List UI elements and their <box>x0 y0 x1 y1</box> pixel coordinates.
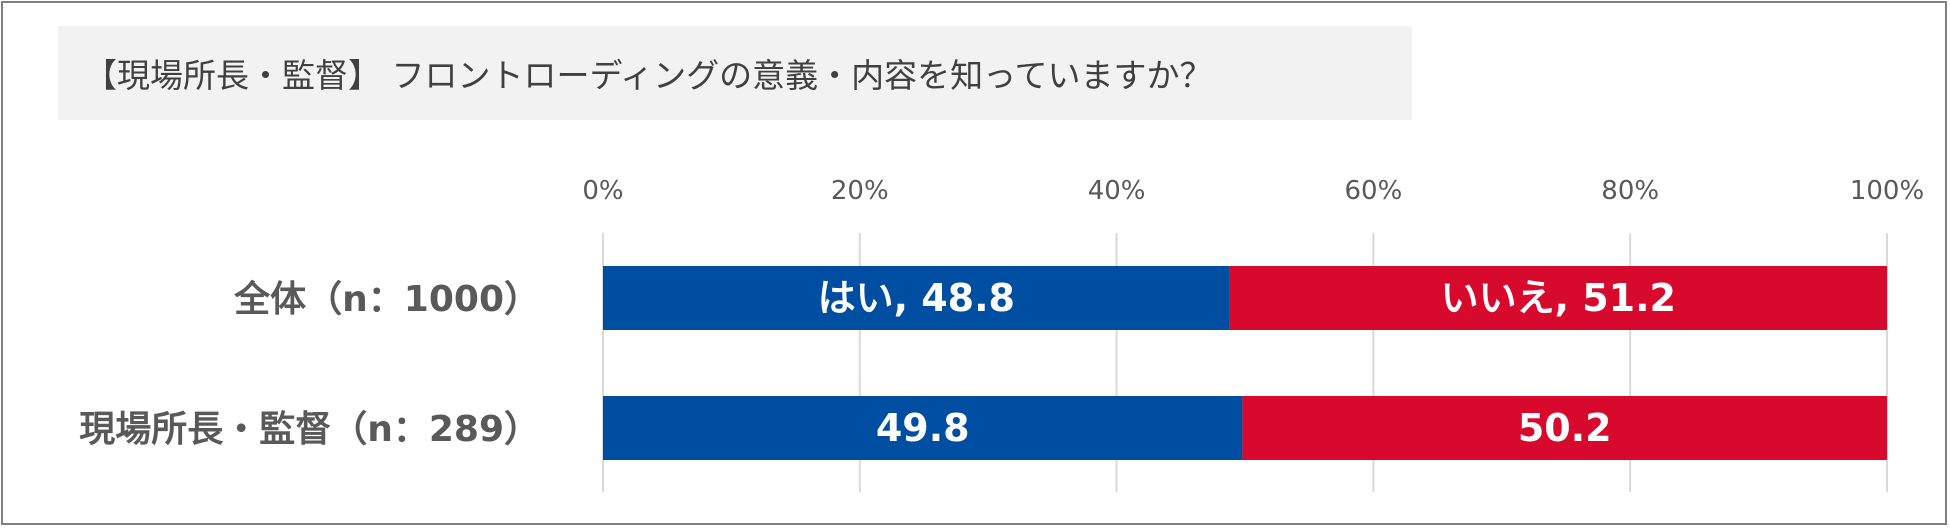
bar-segment-yes <box>603 266 1230 330</box>
x-tick-label: 40% <box>1088 176 1146 206</box>
x-axis-tick-labels: 0% 20% 40% 60% 80% 100% <box>582 176 1924 206</box>
bar-data-label: 49.8 <box>876 406 970 450</box>
bar-data-label: いいえ, 51.2 <box>1441 276 1676 320</box>
x-tick-label: 100% <box>1850 176 1924 206</box>
bar-data-label: 50.2 <box>1518 406 1612 450</box>
bar-segment-no <box>1242 396 1887 460</box>
category-label: 現場所長・監督（n：289） <box>79 409 540 450</box>
chart-title-box: 【現場所長・監督】 フロントローディングの意義・内容を知っていますか？ <box>58 26 1412 120</box>
bar-segment-yes <box>603 396 1243 460</box>
x-tick-label: 20% <box>831 176 889 206</box>
category-labels: 全体（n：1000） 現場所長・監督（n：289） <box>79 278 540 450</box>
category-label: 全体（n：1000） <box>233 278 540 320</box>
bar-segment-no <box>1229 266 1887 330</box>
chart-title: 【現場所長・監督】 フロントローディングの意義・内容を知っていますか？ <box>84 56 1213 95</box>
x-tick-label: 80% <box>1601 176 1659 206</box>
x-tick-label: 0% <box>582 176 623 206</box>
bars: はい, 48.8 いいえ, 51.2 49.8 50.2 <box>603 266 1887 460</box>
bar-data-label: はい, 48.8 <box>818 276 1015 320</box>
x-tick-label: 60% <box>1345 176 1403 206</box>
